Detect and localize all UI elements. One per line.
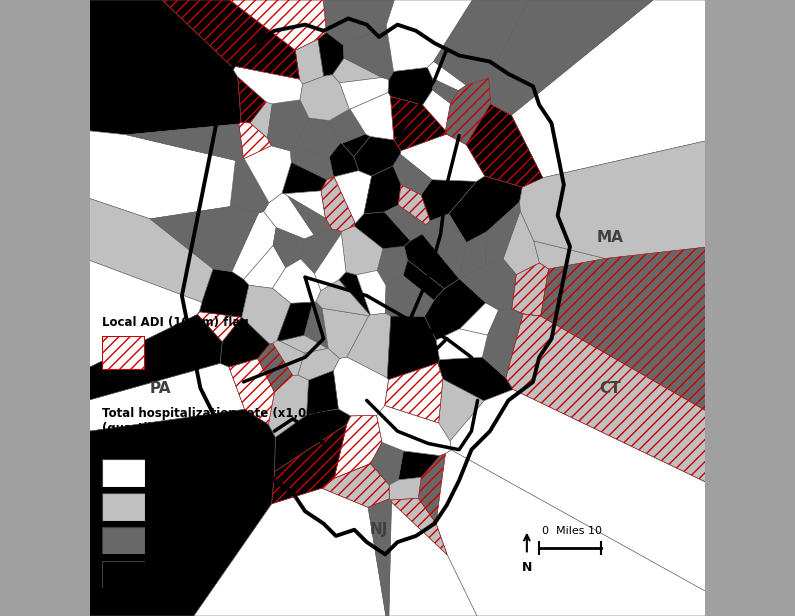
Polygon shape — [445, 78, 491, 145]
Polygon shape — [347, 313, 391, 378]
Polygon shape — [377, 405, 452, 456]
Polygon shape — [322, 464, 390, 508]
Polygon shape — [182, 18, 570, 554]
Polygon shape — [230, 0, 327, 51]
Text: N: N — [522, 561, 532, 573]
Polygon shape — [318, 32, 344, 76]
Polygon shape — [273, 259, 321, 303]
Polygon shape — [398, 451, 440, 480]
Polygon shape — [273, 227, 304, 267]
Polygon shape — [272, 424, 347, 504]
Polygon shape — [434, 0, 529, 85]
Polygon shape — [274, 409, 351, 472]
Polygon shape — [301, 229, 342, 274]
Polygon shape — [264, 193, 314, 239]
Polygon shape — [421, 180, 476, 221]
Polygon shape — [354, 212, 410, 249]
Text: Total hospitalization rate (x1,000)
(quartiles): Total hospitalization rate (x1,000) (qua… — [102, 407, 328, 434]
Polygon shape — [438, 357, 513, 401]
Polygon shape — [90, 363, 245, 431]
Polygon shape — [197, 312, 242, 342]
Polygon shape — [450, 389, 705, 591]
Polygon shape — [242, 285, 291, 344]
Polygon shape — [541, 247, 705, 410]
Polygon shape — [280, 335, 328, 353]
PathPatch shape — [429, 542, 705, 616]
Polygon shape — [238, 123, 271, 158]
Polygon shape — [273, 341, 304, 375]
Polygon shape — [90, 261, 202, 367]
Polygon shape — [368, 499, 391, 616]
Polygon shape — [403, 260, 444, 301]
Polygon shape — [298, 349, 339, 380]
Polygon shape — [90, 131, 235, 219]
Polygon shape — [506, 314, 705, 482]
Polygon shape — [307, 370, 339, 415]
Polygon shape — [90, 0, 241, 135]
Polygon shape — [503, 211, 540, 275]
Polygon shape — [364, 166, 401, 214]
Polygon shape — [243, 245, 285, 288]
Polygon shape — [324, 0, 394, 46]
Polygon shape — [343, 25, 394, 79]
Polygon shape — [422, 90, 451, 131]
Polygon shape — [385, 363, 443, 423]
Polygon shape — [295, 39, 324, 84]
Polygon shape — [439, 379, 484, 441]
Polygon shape — [238, 77, 266, 123]
Text: 0  Miles 10: 0 Miles 10 — [542, 526, 603, 536]
Polygon shape — [334, 171, 371, 224]
Polygon shape — [277, 302, 312, 341]
Text: 62–79: 62–79 — [154, 500, 192, 513]
Text: NJ: NJ — [370, 522, 388, 537]
Polygon shape — [389, 477, 421, 500]
Polygon shape — [422, 214, 467, 279]
Polygon shape — [460, 232, 487, 279]
Polygon shape — [436, 450, 705, 616]
Polygon shape — [448, 176, 522, 243]
Text: >108: >108 — [154, 568, 188, 581]
Polygon shape — [390, 498, 448, 555]
Text: <62: <62 — [154, 466, 180, 479]
Polygon shape — [386, 276, 434, 316]
Polygon shape — [339, 78, 389, 109]
Polygon shape — [387, 316, 440, 379]
Polygon shape — [370, 442, 403, 485]
Polygon shape — [425, 279, 486, 340]
Polygon shape — [486, 202, 520, 264]
Polygon shape — [126, 124, 243, 160]
Polygon shape — [229, 359, 274, 424]
Polygon shape — [385, 205, 426, 241]
Polygon shape — [244, 146, 292, 203]
Polygon shape — [231, 65, 303, 104]
Polygon shape — [315, 233, 346, 291]
Polygon shape — [400, 134, 485, 181]
Polygon shape — [90, 198, 213, 302]
Polygon shape — [162, 0, 300, 79]
Text: PA: PA — [149, 381, 171, 395]
Polygon shape — [332, 58, 382, 83]
Text: 80–108: 80–108 — [154, 534, 200, 547]
Polygon shape — [342, 134, 370, 156]
Polygon shape — [250, 102, 272, 138]
Polygon shape — [267, 100, 309, 151]
Polygon shape — [377, 246, 408, 286]
Polygon shape — [329, 109, 366, 144]
Polygon shape — [321, 177, 355, 232]
Polygon shape — [354, 136, 401, 176]
Polygon shape — [432, 79, 458, 103]
Polygon shape — [230, 158, 269, 213]
Polygon shape — [388, 67, 432, 105]
Polygon shape — [339, 272, 370, 315]
Text: CT: CT — [599, 381, 621, 395]
Polygon shape — [460, 259, 516, 310]
Polygon shape — [269, 375, 308, 437]
Polygon shape — [418, 453, 445, 523]
Polygon shape — [467, 104, 543, 187]
Polygon shape — [512, 263, 549, 316]
Polygon shape — [350, 92, 394, 140]
Polygon shape — [511, 0, 705, 178]
Polygon shape — [436, 329, 487, 360]
Polygon shape — [194, 488, 386, 616]
Polygon shape — [329, 143, 359, 177]
